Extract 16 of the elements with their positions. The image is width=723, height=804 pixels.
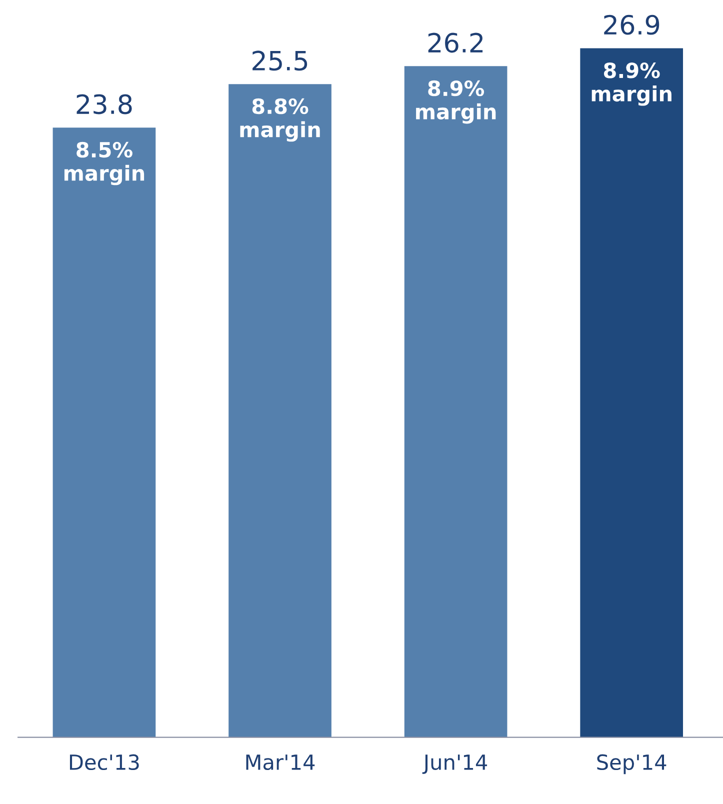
annotation: 8.8% margin bbox=[240, 98, 320, 142]
x-tick-label: Sep'14 bbox=[597, 754, 666, 774]
data-label: 25.5 bbox=[252, 50, 308, 71]
bar bbox=[52, 128, 156, 738]
annotation: 8.5% margin bbox=[64, 142, 144, 186]
x-tick-label: Dec'13 bbox=[70, 754, 139, 770]
x-tick-label: Jun'14 bbox=[422, 754, 488, 774]
annotation: 8.9% margin bbox=[592, 62, 672, 106]
x-tick-label: Mar'14 bbox=[246, 754, 315, 770]
data-label: 23.8 bbox=[76, 94, 132, 114]
annotation: 8.9% margin bbox=[416, 80, 496, 124]
data-label: 26.2 bbox=[428, 32, 483, 53]
bar bbox=[580, 48, 684, 738]
bar bbox=[228, 84, 332, 738]
data-label: 26.9 bbox=[604, 14, 660, 35]
bar bbox=[404, 66, 508, 738]
